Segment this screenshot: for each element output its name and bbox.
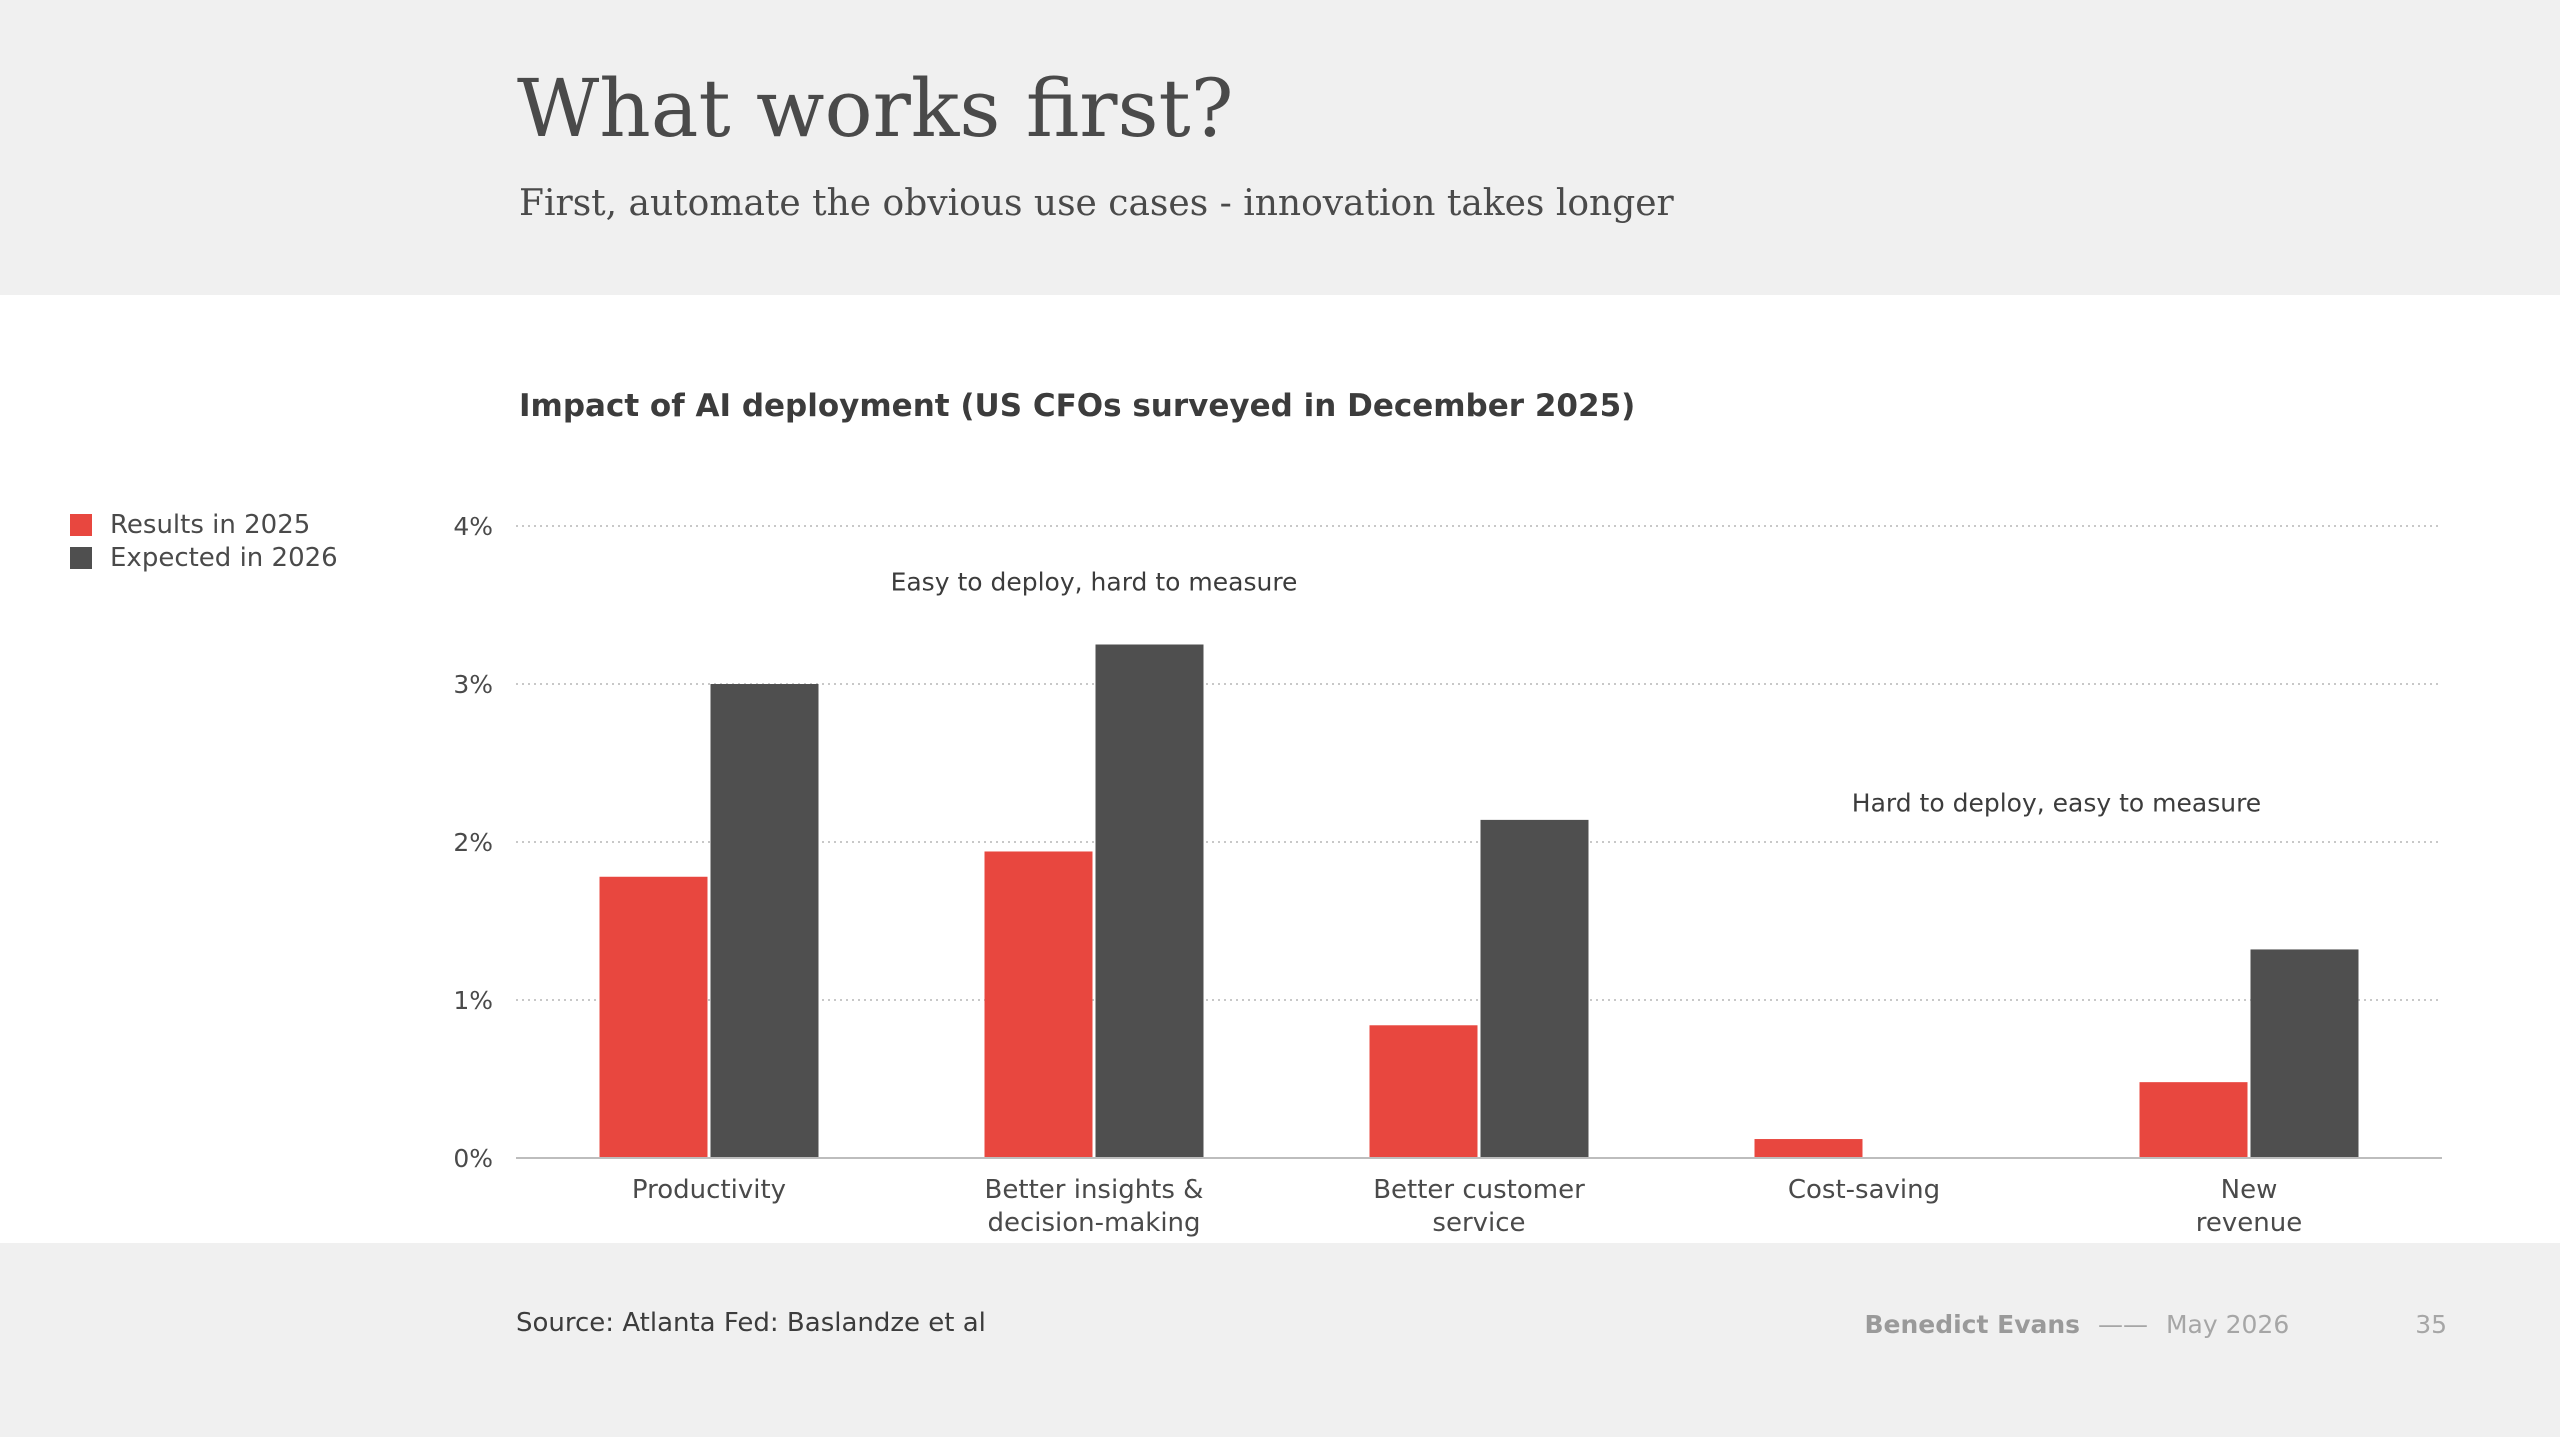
page-number: 35 bbox=[2415, 1310, 2447, 1339]
author-name: Benedict Evans bbox=[1864, 1310, 2081, 1339]
x-tick-label: revenue bbox=[2196, 1208, 2302, 1238]
bar-results-2025 bbox=[984, 851, 1093, 1158]
bar-expected-2026 bbox=[1095, 644, 1204, 1158]
y-tick-label: 0% bbox=[453, 1144, 493, 1173]
y-tick-label: 4% bbox=[453, 512, 493, 541]
slide-header: What works first? First, automate the ob… bbox=[0, 0, 2560, 295]
y-tick-label: 3% bbox=[453, 670, 493, 699]
footer-separator: —— bbox=[2098, 1310, 2149, 1339]
x-tick-label: Better customer bbox=[1373, 1175, 1585, 1205]
chart-annotation: Hard to deploy, easy to measure bbox=[1852, 789, 2261, 818]
x-tick-label: decision-making bbox=[987, 1208, 1200, 1238]
x-tick-label: service bbox=[1432, 1208, 1525, 1238]
y-tick-label: 2% bbox=[453, 828, 493, 857]
chart-annotation: Easy to deploy, hard to measure bbox=[891, 567, 1298, 596]
slide-subtitle: First, automate the obvious use cases - … bbox=[519, 183, 1674, 224]
bar-expected-2026 bbox=[2250, 949, 2359, 1158]
footer-credit: Benedict Evans —— May 2026 35 bbox=[1864, 1310, 2447, 1339]
legend-label-results-2025: Results in 2025 bbox=[110, 509, 311, 540]
legend-swatch-results-2025 bbox=[70, 513, 92, 536]
bar-results-2025 bbox=[2139, 1082, 2248, 1158]
x-tick-label: Better insights & bbox=[985, 1175, 1204, 1205]
legend-swatch-expected-2026 bbox=[70, 546, 92, 569]
source-note: Source: Atlanta Fed: Baslandze et al bbox=[516, 1308, 986, 1338]
bar-results-2025 bbox=[1369, 1025, 1478, 1158]
x-tick-label: Productivity bbox=[632, 1175, 786, 1205]
footer-date: May 2026 bbox=[2165, 1310, 2290, 1339]
y-tick-label: 1% bbox=[453, 986, 493, 1015]
chart-panel bbox=[0, 295, 2560, 1243]
legend-label-expected-2026: Expected in 2026 bbox=[110, 542, 338, 573]
x-tick-label: Cost-saving bbox=[1788, 1175, 1940, 1205]
x-tick-label: New bbox=[2221, 1175, 2278, 1205]
bar-results-2025 bbox=[1754, 1139, 1863, 1158]
bar-expected-2026 bbox=[710, 684, 819, 1158]
legend-item-results-2025: Results in 2025 bbox=[70, 508, 338, 541]
bar-results-2025 bbox=[599, 876, 708, 1158]
chart-title: Impact of AI deployment (US CFOs surveye… bbox=[519, 388, 1636, 424]
chart-legend: Results in 2025 Expected in 2026 bbox=[70, 508, 338, 574]
bar-expected-2026 bbox=[1480, 819, 1589, 1158]
legend-item-expected-2026: Expected in 2026 bbox=[70, 541, 338, 574]
slide-title: What works first? bbox=[517, 62, 1234, 155]
